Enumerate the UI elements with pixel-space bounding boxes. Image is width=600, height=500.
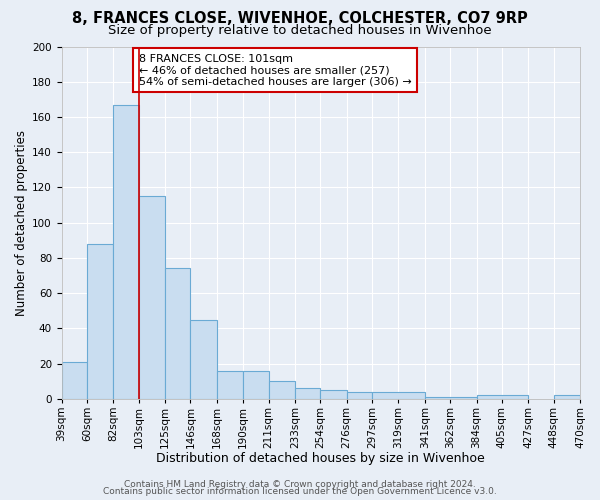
Bar [113, 104, 139, 399]
Bar [165, 268, 190, 399]
X-axis label: Distribution of detached houses by size in Wivenhoe: Distribution of detached houses by size … [157, 452, 485, 465]
Bar [476, 395, 528, 399]
Bar [425, 397, 476, 399]
Bar [243, 370, 269, 399]
Y-axis label: Number of detached properties: Number of detached properties [15, 130, 28, 316]
Text: Contains public sector information licensed under the Open Government Licence v3: Contains public sector information licen… [103, 488, 497, 496]
Bar [320, 390, 347, 399]
Text: Contains HM Land Registry data © Crown copyright and database right 2024.: Contains HM Land Registry data © Crown c… [124, 480, 476, 489]
Bar [217, 370, 243, 399]
Bar [87, 244, 113, 399]
Text: 8, FRANCES CLOSE, WIVENHOE, COLCHESTER, CO7 9RP: 8, FRANCES CLOSE, WIVENHOE, COLCHESTER, … [72, 11, 528, 26]
Bar [190, 320, 217, 399]
Text: 8 FRANCES CLOSE: 101sqm
← 46% of detached houses are smaller (257)
54% of semi-d: 8 FRANCES CLOSE: 101sqm ← 46% of detache… [139, 54, 412, 86]
Bar [62, 362, 87, 399]
Text: Size of property relative to detached houses in Wivenhoe: Size of property relative to detached ho… [108, 24, 492, 37]
Bar [372, 392, 425, 399]
Bar [347, 392, 372, 399]
Bar [269, 381, 295, 399]
Bar [139, 196, 165, 399]
Bar [295, 388, 320, 399]
Bar [554, 395, 580, 399]
